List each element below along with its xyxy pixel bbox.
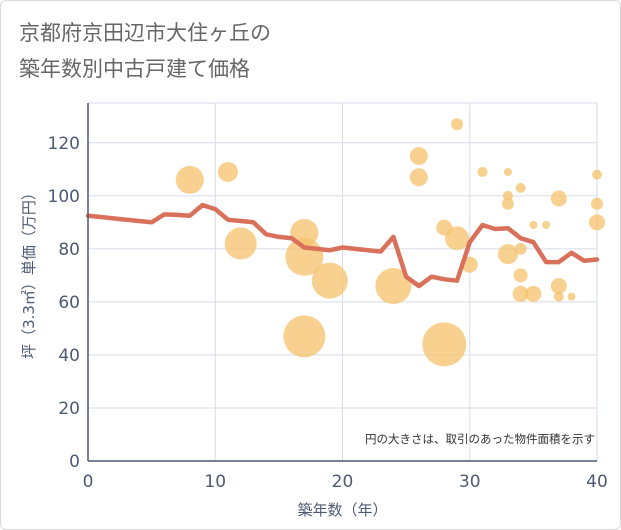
y-tick-label: 100 [48, 187, 80, 207]
x-tick-label: 10 [204, 472, 226, 492]
bubble-point [514, 242, 527, 255]
bubble-point [553, 291, 564, 302]
bubble-point [567, 292, 576, 301]
bubble-point [515, 182, 526, 193]
bubble-point [589, 214, 605, 231]
bubble-point [550, 190, 567, 207]
bubble-point [477, 166, 488, 177]
bubble-point [525, 285, 542, 302]
bubble-point [409, 147, 428, 166]
bubble-point [217, 161, 238, 182]
bubble-point [501, 197, 514, 210]
average-line-series [85, 202, 600, 289]
size-legend-note: 円の大きさは、取引のあった物件面積を示す [365, 432, 595, 446]
bubble-point [502, 190, 513, 201]
chart-title-line-1: 京都府京田辺市大住ヶ丘の [19, 21, 271, 45]
bubble-point [422, 322, 467, 367]
y-tick-label: 80 [58, 240, 80, 260]
chart-title: 京都府京田辺市大住ヶ丘の 築年数別中古戸建て価格 [19, 15, 271, 87]
bubble-point [283, 315, 326, 358]
y-tick-label: 120 [48, 134, 80, 154]
bubble-point [409, 168, 428, 187]
axes [87, 103, 597, 462]
chart-title-line-2: 築年数別中古戸建て価格 [19, 57, 250, 81]
x-axis-title: 築年数（年） [297, 501, 387, 519]
bubble-point [375, 267, 412, 304]
bubble-point [542, 220, 551, 229]
x-tick-label: 30 [459, 472, 481, 492]
bubble-point [513, 268, 528, 283]
bubble-point [550, 277, 567, 294]
chart-text: 0 10 20 30 40 0 20 40 60 80 100 120 築年数（年） 坪（3.3㎡）単価（… [20, 134, 608, 519]
y-tick-label: 40 [58, 346, 80, 366]
average-price-line [85, 202, 600, 289]
bubble-point [591, 197, 603, 210]
bubble-point [529, 220, 538, 229]
y-tick-label: 20 [58, 399, 80, 419]
bubble-series [175, 118, 605, 367]
x-tick-label: 0 [83, 472, 94, 492]
x-tick-label: 40 [586, 472, 608, 492]
bubble-point [224, 227, 257, 260]
bubble-point [503, 167, 512, 176]
bubble-point [512, 285, 529, 302]
bubble-point [451, 118, 464, 131]
bubble-point [175, 165, 204, 194]
x-tick-label: 20 [332, 472, 354, 492]
y-tick-label: 60 [58, 293, 80, 313]
bubble-point [497, 244, 518, 265]
y-tick-label: 0 [69, 452, 80, 472]
bubble-point [592, 169, 602, 180]
bubble-point [311, 262, 348, 299]
y-axis-title: 坪（3.3㎡）単価（万円） [20, 185, 38, 359]
bubble-point [445, 226, 470, 251]
